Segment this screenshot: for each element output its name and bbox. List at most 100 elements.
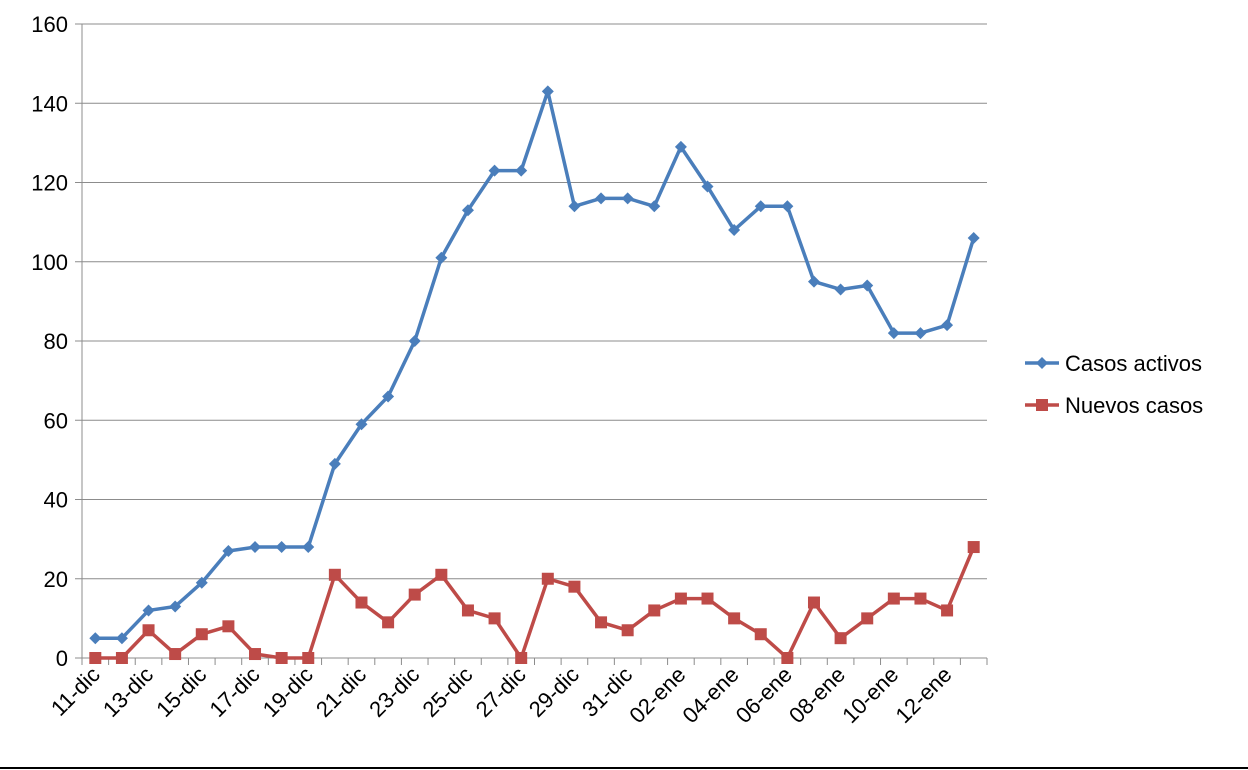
y-tick-label: 60 [44,408,68,433]
data-point [595,192,608,205]
data-point [728,612,741,625]
x-tick-label: 13-dic [98,662,158,722]
x-tick-label: 29-dic [524,662,584,722]
legend-marker [1036,357,1048,369]
x-tick-label: 27-dic [471,662,531,722]
data-point [382,616,395,629]
x-tick-label: 06-ene [731,662,797,728]
data-point [754,628,767,641]
x-tick-label: 17-dic [205,662,265,722]
data-point [89,632,102,645]
y-tick-label: 160 [31,12,68,37]
data-point [834,632,847,645]
gridlines [82,23,987,580]
data-point [861,279,874,292]
data-point [648,604,661,617]
data-point [621,192,634,205]
series-line [93,545,976,660]
y-tick-label: 20 [44,567,68,592]
data-point [541,572,554,585]
data-point [169,600,182,613]
data-point [967,231,980,244]
axes: 02040608010012014016011-dic13-dic15-dic1… [0,12,1248,769]
data-point [142,624,155,637]
y-tick-label: 140 [31,91,68,116]
data-point [515,652,528,664]
legend-marker [1036,399,1048,411]
data-point [488,612,501,625]
x-tick-label: 15-dic [151,662,211,722]
data-point [461,204,474,217]
data-point [169,648,182,661]
data-point [621,624,634,637]
data-point [887,592,900,605]
y-tick-label: 80 [44,329,68,354]
data-point [674,140,687,153]
data-point [914,327,927,340]
data-point [275,652,288,664]
data-point [195,576,208,589]
data-point [89,652,102,664]
series-line [93,89,976,640]
data-point [515,164,528,177]
x-tick-label: 25-dic [417,662,477,722]
legend-label: Casos activos [1065,351,1202,376]
data-point [408,588,421,601]
data-point [222,620,235,633]
data-point [701,592,714,605]
data-point [461,604,474,617]
data-point [355,596,368,609]
data-point [781,200,794,213]
data-point [861,612,874,625]
x-tick-label: 04-ene [678,662,744,728]
data-point [142,604,155,617]
y-tick-label: 0 [56,646,68,671]
data-point [967,541,980,554]
data-point [941,604,954,617]
data-point [222,545,235,558]
series [89,85,980,664]
x-tick-label: 21-dic [311,662,371,722]
data-point [834,283,847,296]
x-tick-label: 02-ene [624,662,690,728]
data-point [115,632,128,645]
data-point [328,457,341,470]
data-point [754,200,767,213]
data-point [355,418,368,431]
legend: Casos activos Nuevos casos [1025,351,1203,418]
data-point [914,592,927,605]
x-tick-label: 12-ene [890,662,956,728]
y-tick-label: 100 [31,250,68,275]
data-point [249,541,262,554]
data-point [408,335,421,347]
data-point [249,648,262,661]
x-tick-label: 08-ene [784,662,850,728]
data-point [328,568,341,581]
data-point [435,251,448,264]
data-point [728,224,741,237]
data-point [701,180,714,193]
data-point [302,541,315,554]
y-tick-label: 40 [44,488,68,513]
legend-label: Nuevos casos [1065,393,1203,418]
data-point [674,592,687,605]
data-point [781,652,794,664]
y-tick-label: 120 [31,171,68,196]
data-point [807,275,820,288]
data-point [435,568,448,581]
data-point [595,616,608,629]
data-point [568,200,581,213]
data-point [807,596,820,609]
x-tick-label: 10-ene [837,662,903,728]
data-point [648,200,661,213]
data-point [541,85,554,98]
x-tick-label: 19-dic [258,662,318,722]
data-point [887,327,900,340]
data-point [302,652,315,664]
data-point [195,628,208,641]
data-point [941,319,954,332]
x-tick-label: 23-dic [364,662,424,722]
data-point [568,580,581,593]
